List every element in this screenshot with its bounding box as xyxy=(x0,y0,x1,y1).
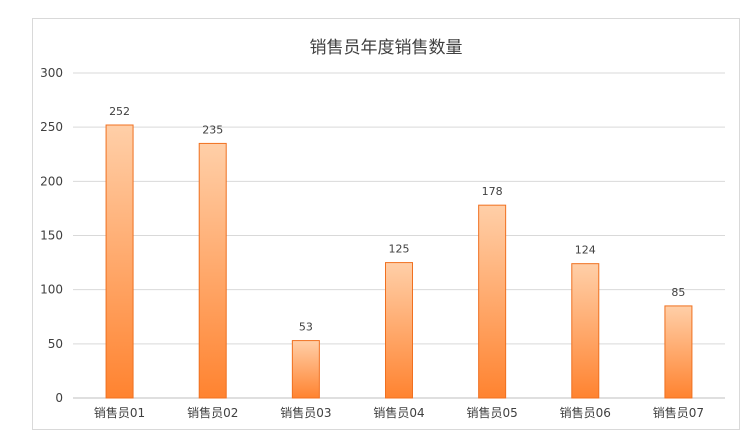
chart-plot-area: 0 50 100 150 200 250 300 252 销售员01 235 销售员02 53 销售员0… xyxy=(40,66,725,420)
x-tick-label: 销售员05 xyxy=(467,405,518,420)
bar xyxy=(571,263,600,399)
y-tick-label: 150 xyxy=(40,229,63,243)
bar xyxy=(198,142,227,399)
y-tick-label: 300 xyxy=(40,66,63,80)
bar xyxy=(664,305,693,399)
data-label: 125 xyxy=(389,243,410,256)
y-tick-label: 0 xyxy=(55,391,63,405)
x-tick-label: 销售员04 xyxy=(373,405,424,420)
y-tick-label: 250 xyxy=(40,120,63,134)
data-label: 235 xyxy=(202,123,223,136)
data-label: 53 xyxy=(299,321,313,334)
bar xyxy=(478,204,507,399)
data-label: 178 xyxy=(482,185,503,198)
x-tick-label: 销售员07 xyxy=(653,405,704,420)
data-label: 124 xyxy=(575,244,596,257)
x-tick-label: 销售员02 xyxy=(187,405,238,420)
data-label: 85 xyxy=(671,286,685,299)
x-tick-label: 销售员06 xyxy=(560,405,611,420)
chart-frame: 销售员年度销售数量 0 50 100 150 200 250 300 252 销售员01 235 销… xyxy=(32,18,740,430)
bar xyxy=(385,262,413,399)
bar xyxy=(291,340,320,399)
data-label: 252 xyxy=(109,105,130,118)
bar xyxy=(105,124,134,399)
y-tick-label: 50 xyxy=(48,337,63,351)
x-tick-label: 销售员03 xyxy=(280,405,331,420)
y-tick-label: 100 xyxy=(40,283,63,297)
x-tick-label: 销售员01 xyxy=(94,405,145,420)
chart-title: 销售员年度销售数量 xyxy=(309,38,463,58)
y-tick-label: 200 xyxy=(40,174,63,188)
